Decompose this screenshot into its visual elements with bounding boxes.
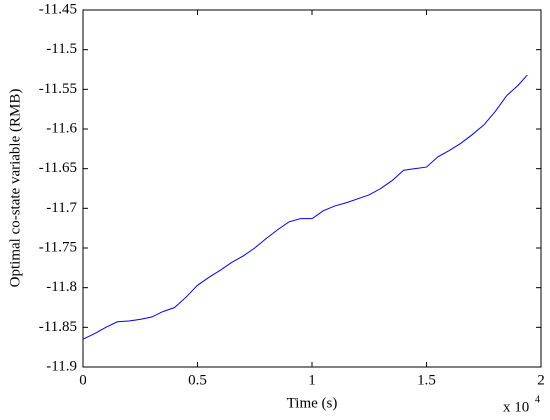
y-tick-label: -11.85 [39, 319, 77, 335]
y-tick-label: -11.45 [39, 1, 77, 17]
x-tick-label: 1.5 [417, 372, 436, 388]
x-axis-label: Time (s) [287, 395, 338, 411]
y-tick-label: -11.9 [46, 358, 77, 374]
y-tick-label: -11.65 [39, 160, 77, 176]
x-exponent: 4 [535, 394, 540, 405]
plot-frame [82, 9, 542, 368]
x-tick-label: 1 [308, 372, 316, 388]
data-line [82, 74, 528, 340]
y-tick-label: -11.5 [46, 41, 77, 57]
y-axis-label: Optimal co-state variable (RMB) [7, 89, 23, 288]
x-multiplier: x 10 [503, 399, 529, 415]
x-tick-label: 2 [537, 372, 545, 388]
y-tick-label: -11.55 [39, 81, 77, 97]
x-tick-label: 0 [79, 372, 87, 388]
y-tick-label: -11.6 [46, 120, 77, 136]
y-tick-label: -11.75 [39, 239, 77, 255]
y-tick-label: -11.7 [46, 200, 77, 216]
x-tick-label: 0.5 [188, 372, 207, 388]
y-tick-label: -11.8 [46, 279, 77, 295]
